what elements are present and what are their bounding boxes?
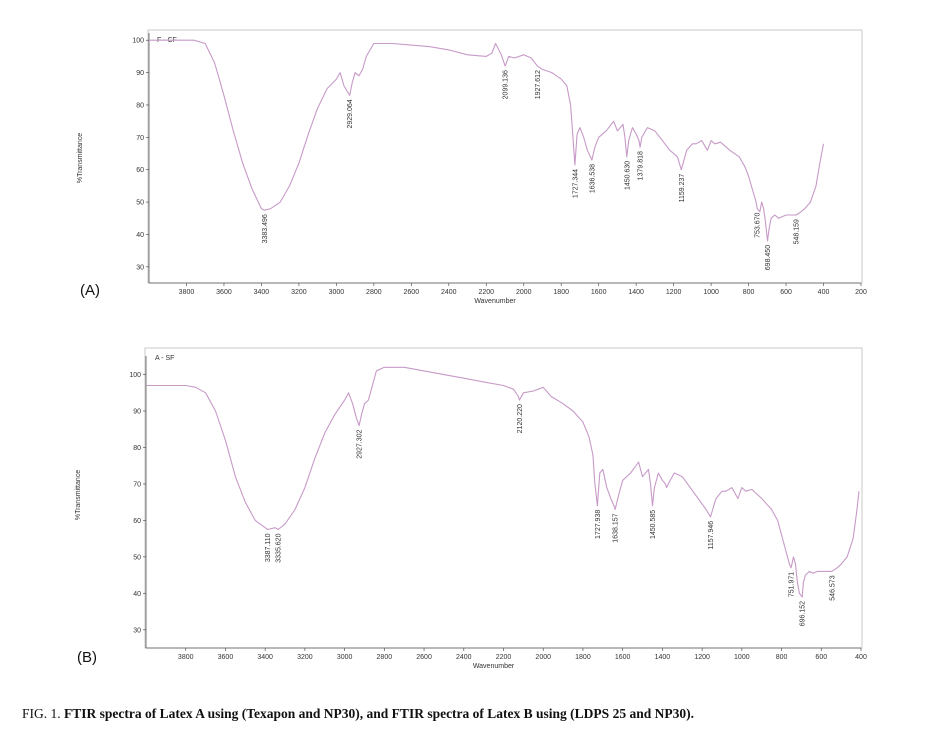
chart-a-peak-annotation: 3383.496	[262, 214, 269, 243]
chart-b-x-tick-label: 3800	[178, 654, 194, 661]
chart-a-x-tick-label: 3400	[254, 289, 270, 296]
chart-b-x-tick-label: 800	[776, 654, 788, 661]
chart-b-peak-annotation: 1727.938	[595, 510, 602, 539]
chart-b-x-tick-label: 2600	[416, 654, 432, 661]
chart-a-x-tick-label: 2800	[366, 289, 382, 296]
chart-b-peak-annotation: 1157.946	[708, 521, 715, 550]
chart-b-x-axis-label: Wavenumber	[473, 663, 515, 670]
chart-a-x-tick-label: 3600	[216, 289, 232, 296]
chart-a-peak-annotation: 1927.612	[535, 70, 542, 99]
chart-b-x-tick-label: 1800	[575, 654, 591, 661]
chart-b-x-tick-label: 600	[815, 654, 827, 661]
chart-a-y-axis-label: %Transmittance	[77, 133, 84, 183]
chart-b-y-tick-label: 60	[133, 518, 141, 525]
chart-b-x-tick-label: 1600	[615, 654, 631, 661]
chart-b-x-tick-label: 3200	[297, 654, 313, 661]
ftir-panel-a: F - CF 30 40 50 60 70 80 90 100 3800 3600 3400 3200 3…	[0, 0, 946, 330]
chart-a-x-tick-label: 1200	[666, 289, 682, 296]
chart-a-x-tick-label: 3000	[329, 289, 345, 296]
chart-a-peak-annotation: 1636.538	[589, 164, 596, 193]
chart-a-x-axis-label: Wavenumber	[474, 298, 516, 305]
chart-a-peak-annotation: 1159.237	[679, 174, 686, 203]
chart-a-x-tick-label: 200	[855, 289, 867, 296]
chart-b-y-tick-label: 100	[129, 372, 141, 379]
caption-text: FTIR spectra of Latex A using (Texapon a…	[64, 706, 694, 721]
caption-prefix: FIG. 1.	[22, 706, 65, 721]
chart-b-peak-annotation: 1450.585	[650, 510, 657, 539]
chart-a-peak-annotation: 548.159	[794, 219, 801, 244]
chart-b-peak-annotation: 2120.220	[517, 404, 524, 433]
chart-a-frame	[147, 29, 863, 284]
chart-a-peak-annotation: 2099.136	[503, 70, 510, 99]
chart-b-x-tick-label: 3600	[218, 654, 234, 661]
chart-a-x-tick-label: 2400	[441, 289, 457, 296]
chart-b-x-tick-label: 2000	[535, 654, 551, 661]
chart-b-x-tick-label: 3000	[337, 654, 353, 661]
chart-a-peak-annotation: 1450.630	[624, 161, 631, 190]
chart-a-y-tick-label: 30	[136, 264, 144, 271]
chart-b-x-tick-label: 1400	[655, 654, 671, 661]
chart-b-peak-annotation: 546.573	[829, 575, 836, 600]
chart-b-x-tick-label: 2400	[456, 654, 472, 661]
chart-b-x-tick-label: 3400	[257, 654, 273, 661]
chart-b-peak-annotation: 3387.110	[265, 533, 272, 562]
chart-b-peak-annotation: 1638.157	[613, 513, 620, 542]
figure-caption: FIG. 1. FTIR spectra of Latex A using (T…	[22, 706, 694, 722]
chart-b-x-tick-label: 2200	[496, 654, 512, 661]
chart-a-x-tick-label: 3800	[179, 289, 195, 296]
chart-a-y-tick-label: 70	[136, 135, 144, 142]
panel-b-label: (B)	[77, 649, 97, 666]
chart-b-x-tick-label: 1200	[694, 654, 710, 661]
chart-a-y-tick-label: 60	[136, 167, 144, 174]
chart-a-x-tick-label: 2600	[404, 289, 420, 296]
panel-a-label: (A)	[80, 282, 100, 299]
chart-b-frame	[144, 347, 863, 649]
chart-b-y-tick-label: 90	[133, 409, 141, 416]
chart-a-peak-annotation: 1727.344	[572, 169, 579, 198]
chart-a-y-tick-label: 80	[136, 102, 144, 109]
chart-b-y-tick-label: 40	[133, 591, 141, 598]
chart-b-title: A - SF	[155, 355, 174, 362]
chart-b-y-tick-label: 50	[133, 554, 141, 561]
chart-a-x-tick-label: 800	[743, 289, 755, 296]
chart-a-peak-annotation: 1379.818	[638, 151, 645, 180]
chart-a-x-tick-label: 1000	[703, 289, 719, 296]
chart-a-spectrum-line	[149, 39, 825, 242]
chart-a-x-tick-label: 400	[818, 289, 830, 296]
chart-a-x-tick-label: 2200	[478, 289, 494, 296]
chart-b-y-tick-label: 70	[133, 481, 141, 488]
chart-a-y-tick-label: 50	[136, 200, 144, 207]
chart-a-peak-annotation: 753.670	[755, 213, 762, 238]
chart-a-x-tick-label: 1400	[628, 289, 644, 296]
chart-b-x-tick-label: 2800	[377, 654, 393, 661]
ftir-panel-b: A - SF 30 40 50 60 70 80 90 100 3800 3600 3400 3200 3…	[0, 330, 946, 680]
chart-b-peak-annotation: 3335.620	[276, 533, 283, 562]
chart-a-y-tick-label: 40	[136, 232, 144, 239]
chart-b-peak-annotation: 696.152	[800, 601, 807, 626]
chart-a-peak-annotation: 2929.064	[347, 99, 354, 128]
chart-b-x-tick-label: 1000	[734, 654, 750, 661]
chart-a-y-tick-label: 100	[132, 38, 144, 45]
chart-a-x-tick-label: 2000	[516, 289, 532, 296]
chart-b-x-tick-label: 400	[855, 654, 867, 661]
chart-b-peak-annotation: 751.971	[789, 572, 796, 597]
chart-a-x-tick-label: 600	[780, 289, 792, 296]
chart-b-y-tick-label: 80	[133, 445, 141, 452]
chart-b-y-axis-label: %Transmittance	[75, 470, 82, 520]
chart-a-x-tick-label: 1600	[591, 289, 607, 296]
chart-b-y-tick-label: 30	[133, 627, 141, 634]
ftir-chart-b: A - SF 30 40 50 60 70 80 90 100 3800 3600 3400 3200 3…	[75, 347, 867, 670]
chart-a-y-tick-label: 90	[136, 70, 144, 77]
chart-a-x-tick-label: 1800	[553, 289, 569, 296]
chart-a-x-tick-label: 3200	[291, 289, 307, 296]
chart-b-peak-annotation: 2927.302	[357, 429, 364, 458]
chart-a-peak-annotation: 698.450	[765, 245, 772, 270]
chart-b-spectrum-line	[146, 366, 860, 598]
